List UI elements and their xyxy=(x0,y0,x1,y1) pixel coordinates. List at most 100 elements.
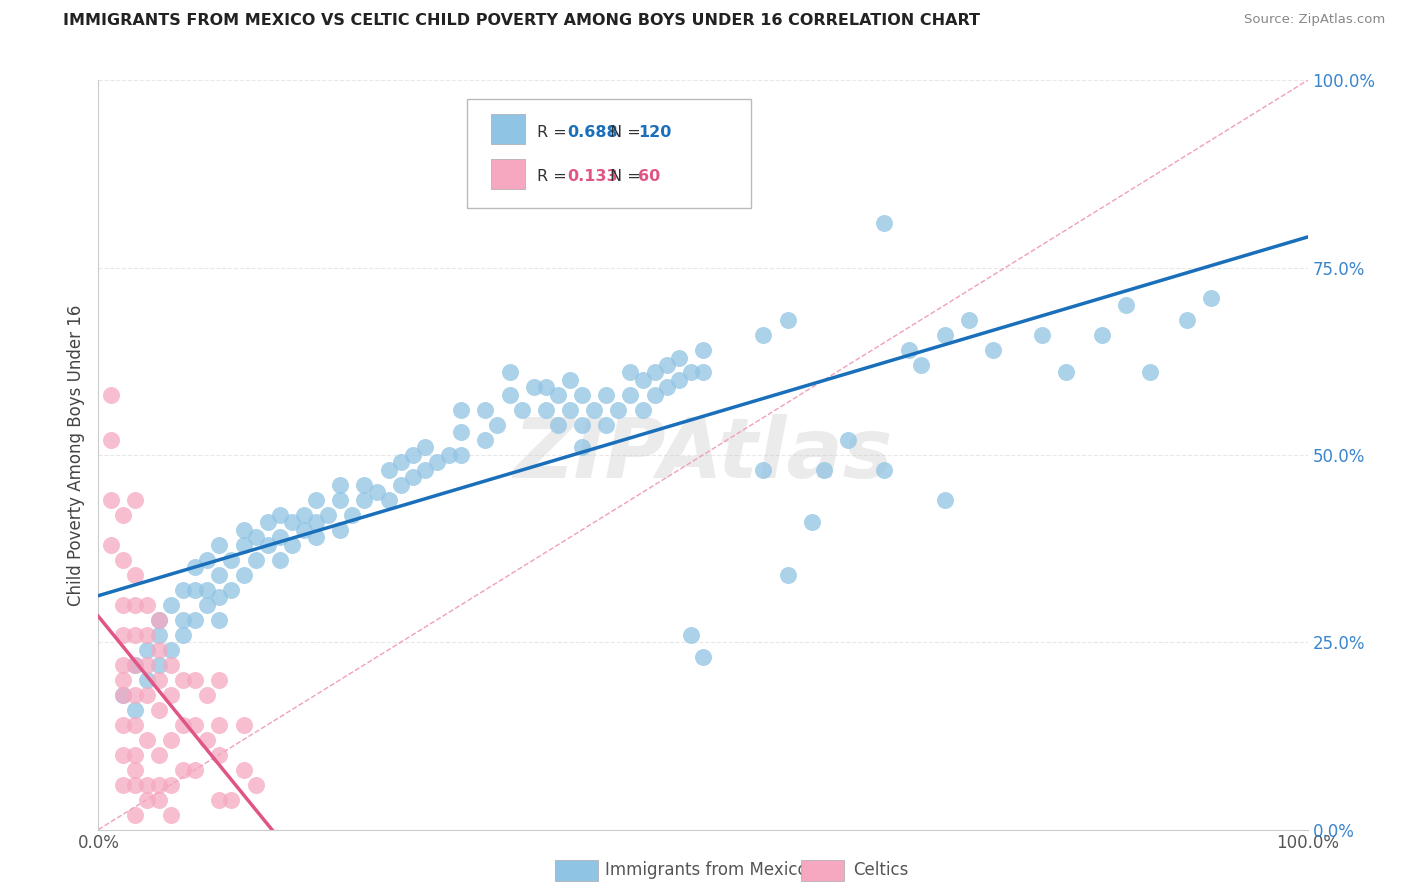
Point xyxy=(124,807,146,822)
Point xyxy=(366,485,388,500)
Point xyxy=(1054,366,1077,380)
Point xyxy=(873,216,896,230)
Point xyxy=(644,388,666,402)
Point xyxy=(329,523,352,537)
Point xyxy=(269,553,291,567)
Point xyxy=(135,642,157,657)
FancyBboxPatch shape xyxy=(467,99,751,208)
Point xyxy=(1091,328,1114,343)
Point xyxy=(655,380,678,394)
Point xyxy=(111,688,134,702)
Point xyxy=(752,463,775,477)
Point xyxy=(668,351,690,365)
Point xyxy=(232,763,254,777)
Point xyxy=(208,792,231,806)
Text: 60: 60 xyxy=(638,169,659,185)
Point xyxy=(934,492,956,507)
Point xyxy=(148,613,170,627)
Point xyxy=(135,778,157,792)
Point xyxy=(377,492,399,507)
Point xyxy=(111,747,134,762)
Point xyxy=(256,538,278,552)
Point xyxy=(571,441,593,455)
Point xyxy=(631,403,654,417)
Point xyxy=(135,628,157,642)
Point xyxy=(100,492,122,507)
Point xyxy=(148,792,170,806)
Point xyxy=(184,613,207,627)
Point xyxy=(111,508,134,522)
Point xyxy=(873,463,896,477)
Point xyxy=(124,657,146,672)
Text: Immigrants from Mexico: Immigrants from Mexico xyxy=(605,861,807,879)
Point xyxy=(245,553,267,567)
Point xyxy=(148,747,170,762)
Point xyxy=(692,366,714,380)
Point xyxy=(135,598,157,612)
Point xyxy=(813,463,835,477)
Point xyxy=(474,433,496,447)
Point xyxy=(124,763,146,777)
Point xyxy=(957,313,980,327)
Point xyxy=(124,717,146,731)
Point xyxy=(619,388,641,402)
Point xyxy=(100,433,122,447)
Point xyxy=(160,732,183,747)
Text: IMMIGRANTS FROM MEXICO VS CELTIC CHILD POVERTY AMONG BOYS UNDER 16 CORRELATION C: IMMIGRANTS FROM MEXICO VS CELTIC CHILD P… xyxy=(63,13,980,29)
Point xyxy=(221,792,243,806)
Point xyxy=(353,478,375,492)
Point xyxy=(111,717,134,731)
Point xyxy=(800,516,823,530)
Point xyxy=(607,403,630,417)
Point xyxy=(195,582,218,597)
Point xyxy=(160,642,183,657)
Point xyxy=(1031,328,1053,343)
Point xyxy=(124,492,146,507)
Point xyxy=(342,508,364,522)
Point xyxy=(124,598,146,612)
Point xyxy=(510,403,533,417)
Point xyxy=(124,688,146,702)
Point xyxy=(232,538,254,552)
Point xyxy=(256,516,278,530)
Point xyxy=(232,567,254,582)
Point xyxy=(172,717,194,731)
Point xyxy=(172,582,194,597)
Point xyxy=(595,417,617,432)
Text: N =: N = xyxy=(610,125,645,140)
Point xyxy=(269,508,291,522)
Point xyxy=(124,567,146,582)
Point xyxy=(413,441,436,455)
Point xyxy=(160,598,183,612)
Point xyxy=(135,657,157,672)
Point xyxy=(631,373,654,387)
Point xyxy=(148,628,170,642)
Point xyxy=(160,807,183,822)
Point xyxy=(111,778,134,792)
Point xyxy=(558,373,581,387)
Text: Celtics: Celtics xyxy=(853,861,908,879)
Point xyxy=(776,567,799,582)
Point xyxy=(148,778,170,792)
Point xyxy=(111,598,134,612)
Point xyxy=(221,553,243,567)
Point xyxy=(389,478,412,492)
Point xyxy=(160,657,183,672)
Point xyxy=(353,492,375,507)
Point xyxy=(305,492,328,507)
Text: ZIPAtlas: ZIPAtlas xyxy=(513,415,893,495)
Point xyxy=(934,328,956,343)
Point xyxy=(450,448,472,462)
FancyBboxPatch shape xyxy=(492,114,526,144)
Point xyxy=(208,717,231,731)
Point xyxy=(474,403,496,417)
Point xyxy=(450,425,472,440)
Point xyxy=(426,455,449,469)
Point xyxy=(148,642,170,657)
Point xyxy=(679,628,702,642)
Point xyxy=(135,673,157,687)
Point xyxy=(583,403,606,417)
Point xyxy=(558,403,581,417)
Point xyxy=(316,508,339,522)
Point xyxy=(148,613,170,627)
